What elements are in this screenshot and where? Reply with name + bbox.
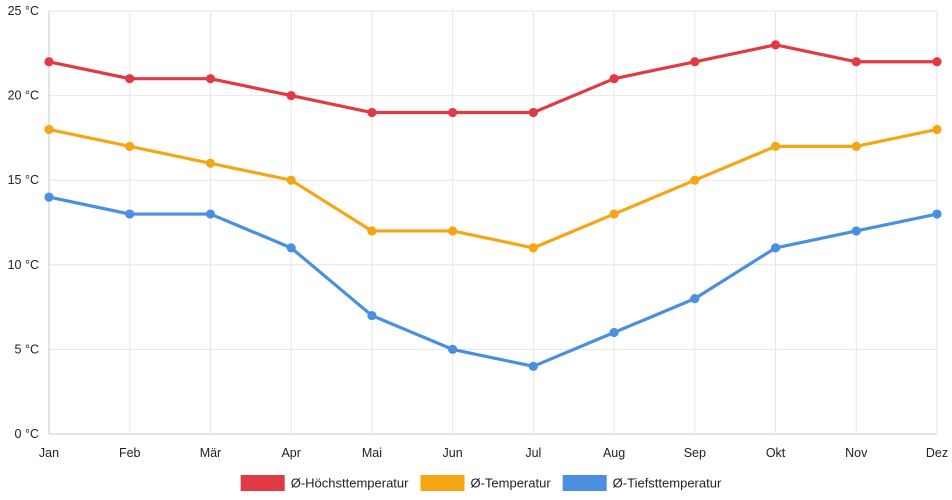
series-layer — [44, 40, 942, 371]
data-point[interactable] — [125, 141, 135, 151]
data-point[interactable] — [528, 107, 538, 118]
data-point[interactable] — [125, 209, 135, 219]
data-point[interactable] — [205, 74, 216, 84]
x-tick-label: Mär — [200, 446, 222, 460]
legend-item-3[interactable]: Ø-Tiefsttemperatur — [562, 475, 722, 491]
x-tick-label: Dez — [926, 446, 948, 460]
data-point[interactable] — [690, 57, 700, 67]
data-point[interactable] — [448, 107, 458, 118]
data-point[interactable] — [851, 57, 861, 67]
y-tick-label: 15 °C — [8, 173, 39, 187]
x-tick-label: Apr — [281, 446, 300, 460]
y-tick-label: 20 °C — [8, 89, 39, 103]
legend-label: Ø-Tiefsttemperatur — [613, 476, 722, 491]
x-tick-label: Jun — [443, 446, 463, 460]
data-point[interactable] — [205, 209, 216, 219]
data-point[interactable] — [932, 209, 942, 219]
legend: Ø-Höchsttemperatur Ø-Temperatur Ø-Tiefstte… — [240, 475, 722, 491]
y-tick-label: 10 °C — [8, 258, 39, 272]
legend-item-2[interactable]: Ø-Temperatur — [420, 475, 551, 491]
x-tick-label: Mai — [362, 446, 382, 460]
y-tick-label: 25 °C — [8, 4, 39, 18]
data-point[interactable] — [851, 141, 861, 151]
legend-label: Ø-Temperatur — [470, 476, 551, 491]
legend-label: Ø-Höchsttemperatur — [291, 476, 409, 491]
legend-swatch — [420, 475, 465, 491]
legend-item-1[interactable]: Ø-Höchsttemperatur — [240, 475, 409, 491]
data-point[interactable] — [286, 175, 296, 185]
data-point[interactable] — [690, 175, 700, 185]
data-point[interactable] — [448, 226, 458, 236]
x-tick-label: Jul — [525, 446, 541, 460]
data-point[interactable] — [44, 192, 54, 202]
y-tick-label: 0 °C — [15, 427, 39, 441]
data-point[interactable] — [367, 107, 377, 118]
series-3 — [44, 192, 942, 371]
series-1 — [44, 40, 942, 118]
data-point[interactable] — [286, 91, 296, 101]
series-2 — [44, 124, 942, 253]
x-tick-label: Feb — [119, 446, 141, 460]
data-point[interactable] — [609, 327, 619, 338]
data-point[interactable] — [770, 141, 781, 151]
data-point[interactable] — [205, 158, 216, 168]
data-point[interactable] — [44, 57, 54, 67]
data-point[interactable] — [851, 226, 861, 236]
data-point[interactable] — [609, 74, 619, 84]
data-point[interactable] — [125, 74, 135, 84]
data-point[interactable] — [367, 226, 377, 236]
data-point[interactable] — [770, 40, 781, 50]
data-point[interactable] — [448, 344, 458, 354]
data-point[interactable] — [44, 124, 54, 135]
x-tick-label: Okt — [766, 446, 786, 460]
series-line — [47, 195, 939, 368]
series-line — [47, 43, 939, 115]
y-tick-label: 5 °C — [15, 342, 39, 356]
series-line — [47, 127, 939, 250]
legend-swatch — [240, 475, 285, 491]
x-tick-label: Aug — [603, 446, 625, 460]
x-tick-label: Sep — [684, 446, 706, 460]
data-point[interactable] — [932, 57, 942, 67]
data-point[interactable] — [528, 361, 538, 371]
data-point[interactable] — [609, 209, 619, 219]
data-point[interactable] — [690, 294, 700, 304]
legend-swatch — [562, 475, 607, 491]
data-point[interactable] — [367, 310, 377, 321]
data-point[interactable] — [286, 243, 296, 253]
data-point[interactable] — [770, 243, 781, 253]
axes: 0 °C 5 °C 10 °C 15 °C 20 °C 25 °C Jan Feb Mär Apr… — [8, 4, 949, 460]
data-point[interactable] — [932, 124, 942, 135]
data-point[interactable] — [528, 243, 538, 253]
x-tick-label: Jan — [39, 446, 59, 460]
grid — [48, 10, 938, 435]
x-tick-label: Nov — [845, 446, 868, 460]
